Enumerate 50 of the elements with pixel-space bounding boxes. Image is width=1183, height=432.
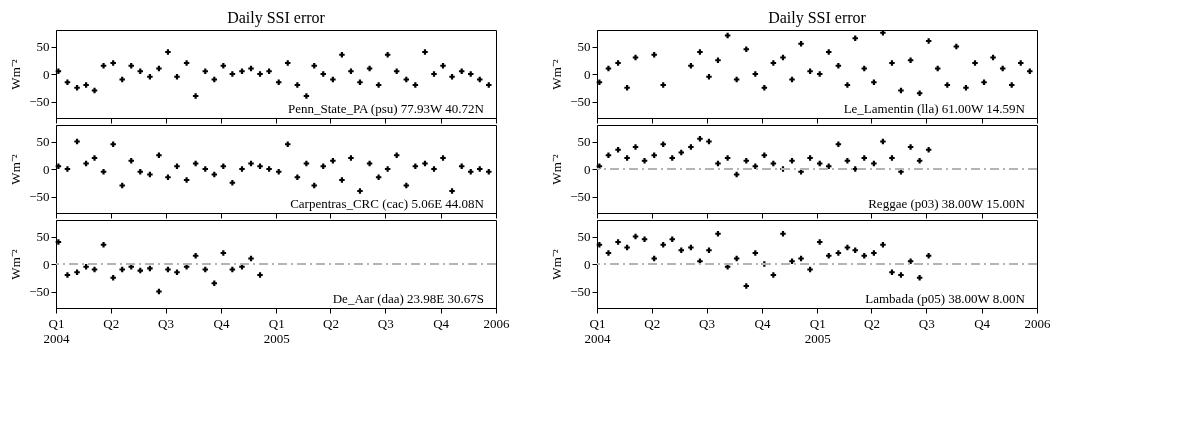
annotation: Lambada (p05) 38.00W 8.00N <box>865 291 1026 306</box>
x-tick-label: Q2 <box>644 315 661 331</box>
x-tick-label: 2006 <box>1024 315 1051 331</box>
y-tick-label: −50 <box>570 284 591 299</box>
chart-title: Daily SSI error <box>227 9 326 27</box>
y-tick-label: −50 <box>29 94 50 109</box>
annotation: De_Aar (daa) 23.98E 30.67S <box>332 291 484 306</box>
annotation: Reggae (p03) 38.00W 15.00N <box>868 196 1026 211</box>
annotation: Carpentras_CRC (cac) 5.06E 44.08N <box>290 196 485 211</box>
y-tick-label: 0 <box>584 66 591 82</box>
y-tick-label: 50 <box>577 134 591 149</box>
chart-title: Daily SSI error <box>768 9 867 27</box>
y-tick-label: 0 <box>43 256 50 272</box>
y-axis-title: Wm⁻² <box>549 249 565 280</box>
x-tick-label: Q1 2005 <box>804 315 831 346</box>
x-tick-label: Q2 <box>103 315 120 331</box>
y-tick-label: 0 <box>584 256 591 272</box>
y-tick-label: 50 <box>577 229 591 244</box>
y-tick-label: 0 <box>584 161 591 177</box>
x-tick-label: Q4 <box>974 315 991 331</box>
x-tick-label: Q3 <box>158 315 174 331</box>
y-tick-label: −50 <box>29 189 50 204</box>
y-axis-title: Wm⁻² <box>549 154 565 185</box>
y-tick-label: −50 <box>29 284 50 299</box>
y-tick-label: 0 <box>43 66 50 82</box>
y-axis-title: Wm⁻² <box>8 154 24 185</box>
y-axis-title: Wm⁻² <box>8 59 24 90</box>
y-tick-label: 0 <box>43 161 50 177</box>
y-axis-title: Wm⁻² <box>549 59 565 90</box>
x-tick-label: Q1 2004 <box>584 315 611 346</box>
x-tick-label: Q1 2004 <box>43 315 70 346</box>
x-tick-label: Q3 <box>699 315 715 331</box>
x-tick-label: Q2 <box>323 315 339 331</box>
x-tick-label: Q4 <box>754 315 771 331</box>
y-tick-label: 50 <box>36 134 50 149</box>
y-tick-label: −50 <box>570 94 591 109</box>
x-tick-label: Q3 <box>377 315 394 331</box>
x-tick-label: Q2 <box>864 315 880 331</box>
annotation: Penn_State_PA (psu) 77.93W 40.72N <box>287 101 485 116</box>
annotation: Le_Lamentin (lla) 61.00W 14.59N <box>843 101 1026 116</box>
y-tick-label: 50 <box>36 39 50 54</box>
y-tick-label: −50 <box>570 189 591 204</box>
y-tick-label: 50 <box>577 39 591 54</box>
y-tick-label: 50 <box>36 229 50 244</box>
x-tick-label: Q1 2005 <box>263 315 290 346</box>
x-tick-label: Q3 <box>918 315 935 331</box>
x-tick-label: Q4 <box>213 315 230 331</box>
x-tick-label: 2006 <box>483 315 510 331</box>
x-tick-label: Q4 <box>433 315 450 331</box>
y-axis-title: Wm⁻² <box>8 249 24 280</box>
